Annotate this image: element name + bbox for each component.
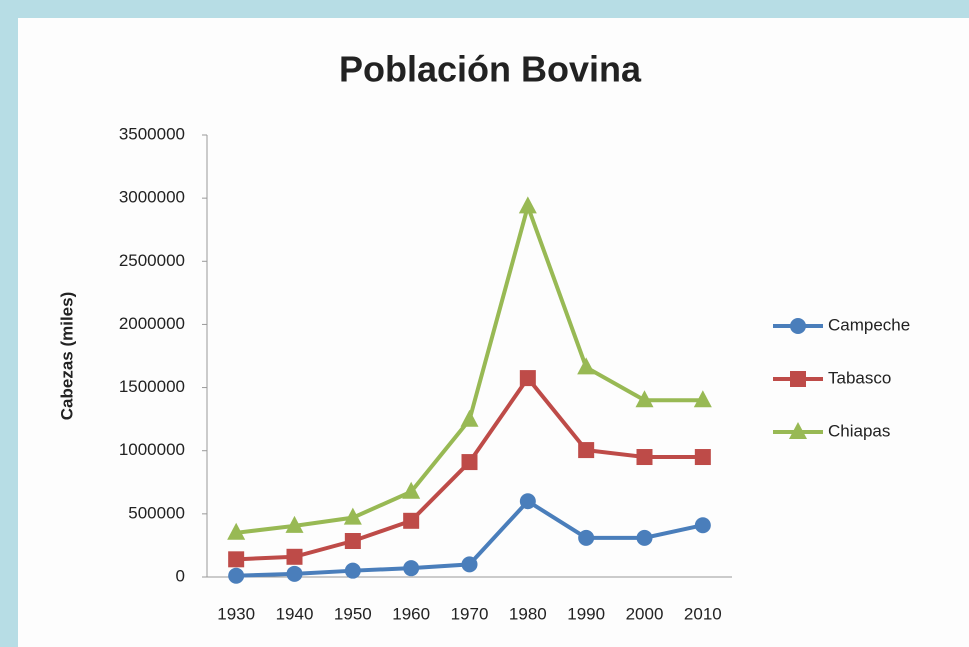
- point: [636, 449, 653, 466]
- point: [578, 529, 595, 546]
- point: [403, 512, 420, 529]
- point: [344, 562, 361, 579]
- point: [286, 565, 303, 582]
- point: [790, 318, 806, 334]
- x-tick-label: 2000: [626, 604, 664, 623]
- point: [403, 560, 420, 577]
- y-axis-label: Cabezas (miles): [57, 292, 76, 421]
- legend-label: Tabasco: [828, 368, 891, 387]
- point: [344, 533, 361, 550]
- x-tick-label: 1980: [509, 604, 547, 623]
- point: [461, 454, 478, 471]
- y-tick-label: 3500000: [119, 124, 185, 143]
- point: [461, 556, 478, 573]
- point: [460, 409, 479, 427]
- point: [343, 507, 362, 525]
- x-tick-label: 1990: [567, 604, 605, 623]
- point: [790, 371, 806, 387]
- y-tick-label: 500000: [128, 503, 185, 522]
- legend-label: Campeche: [828, 315, 910, 334]
- point: [636, 529, 653, 546]
- point: [789, 422, 807, 439]
- point: [228, 551, 245, 568]
- y-tick-label: 2500000: [119, 251, 185, 270]
- point: [286, 548, 303, 565]
- x-tick-label: 1930: [217, 604, 255, 623]
- y-tick-label: 3000000: [119, 188, 185, 207]
- point: [635, 390, 654, 408]
- point: [693, 390, 712, 408]
- x-tick-label: 1940: [276, 604, 314, 623]
- point: [285, 515, 304, 533]
- x-tick-label: 1970: [451, 604, 489, 623]
- point: [518, 196, 537, 214]
- point: [577, 357, 596, 375]
- x-tick-label: 1960: [392, 604, 430, 623]
- point: [402, 481, 421, 499]
- point: [694, 449, 711, 466]
- y-tick-label: 1000000: [119, 440, 185, 459]
- x-tick-label: 2010: [684, 604, 722, 623]
- y-tick-label: 2000000: [119, 314, 185, 333]
- chart-title: Población Bovina: [339, 49, 642, 90]
- point: [228, 567, 245, 584]
- y-tick-label: 1500000: [119, 377, 185, 396]
- legend-label: Chiapas: [828, 421, 890, 440]
- point: [694, 517, 711, 534]
- x-tick-label: 1950: [334, 604, 372, 623]
- point: [578, 442, 595, 459]
- point: [519, 370, 536, 387]
- point: [519, 493, 536, 510]
- point: [227, 522, 246, 540]
- y-tick-label: 0: [176, 566, 185, 585]
